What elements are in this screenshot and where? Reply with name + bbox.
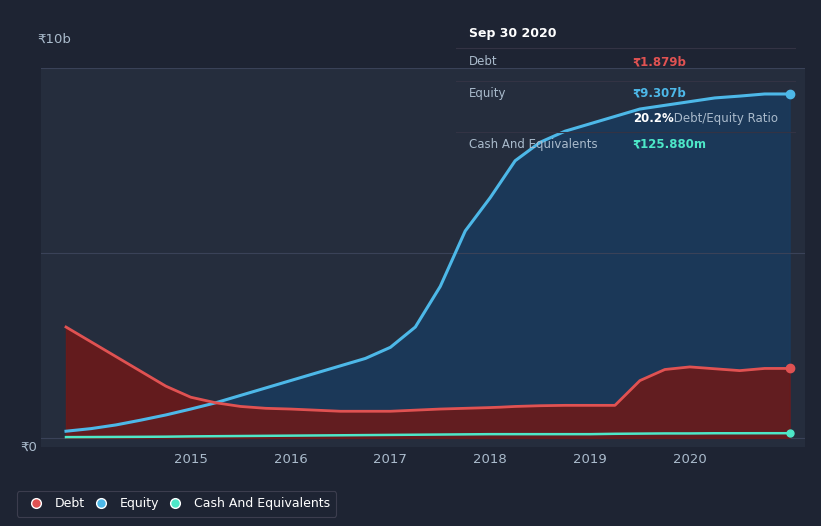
Text: Equity: Equity	[470, 87, 507, 99]
Text: ₹10b: ₹10b	[37, 33, 71, 46]
Legend: Debt, Equity, Cash And Equivalents: Debt, Equity, Cash And Equivalents	[16, 491, 337, 517]
Text: ₹0: ₹0	[21, 441, 37, 453]
Text: ₹1.879b: ₹1.879b	[633, 55, 686, 68]
Text: Debt/Equity Ratio: Debt/Equity Ratio	[670, 112, 778, 125]
Text: 20.2%: 20.2%	[633, 112, 673, 125]
Text: ₹9.307b: ₹9.307b	[633, 87, 686, 99]
Text: Cash And Equivalents: Cash And Equivalents	[470, 138, 598, 151]
Text: Debt: Debt	[470, 55, 498, 68]
Text: ₹125.880m: ₹125.880m	[633, 138, 707, 151]
Text: Sep 30 2020: Sep 30 2020	[470, 27, 557, 40]
